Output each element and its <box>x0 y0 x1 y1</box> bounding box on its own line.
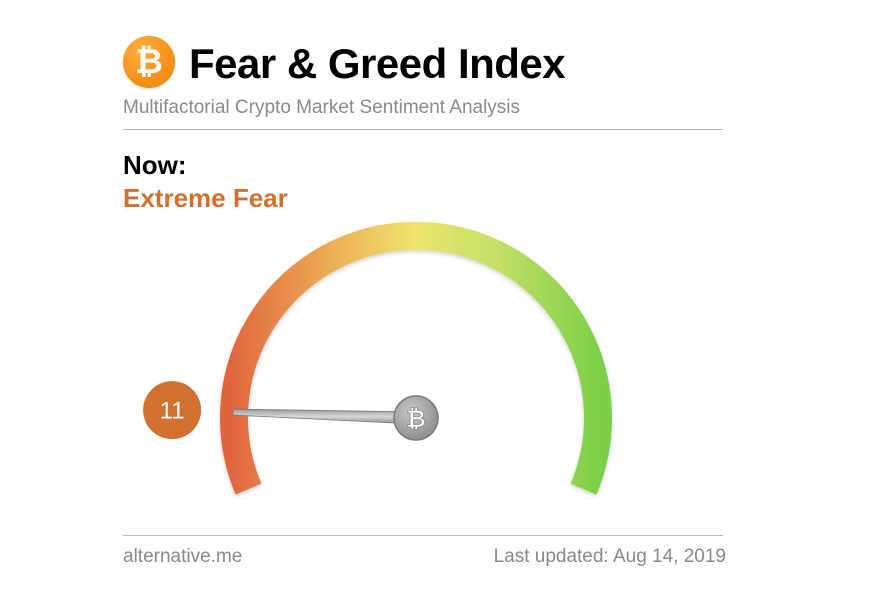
gauge-needle <box>232 408 417 425</box>
last-updated-date: Aug 14, 2019 <box>612 546 726 567</box>
sentiment-classification: Extreme Fear <box>123 183 288 213</box>
footer-divider <box>123 535 723 536</box>
last-updated-label: Last updated: <box>493 546 609 567</box>
gauge-arc <box>220 221 612 495</box>
page-title: Fear & Greed Index <box>189 40 566 87</box>
needle-pivot <box>393 395 439 441</box>
index-value: 11 <box>160 398 185 425</box>
header-divider <box>123 129 723 130</box>
page-subtitle: Multifactorial Crypto Market Sentiment A… <box>123 97 521 118</box>
bitcoin-icon: ₿ <box>406 405 426 433</box>
value-badge <box>143 381 202 440</box>
source-link[interactable]: alternative.me <box>123 546 243 567</box>
needle-shaft <box>232 408 417 425</box>
last-updated: Last updated: Aug 14, 2019 <box>494 545 726 569</box>
now-label: Now: <box>123 150 187 180</box>
bitcoin-logo-icon: ₿ <box>123 36 175 88</box>
